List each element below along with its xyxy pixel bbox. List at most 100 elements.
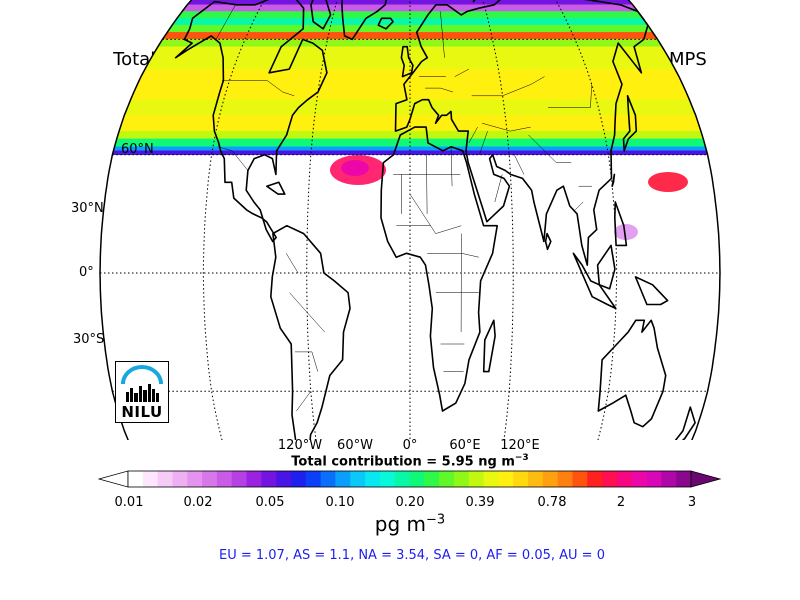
colorbar-segment — [498, 471, 514, 487]
colorbar-segment — [439, 471, 455, 487]
colorbar-segment — [172, 471, 188, 487]
land-eurasia — [394, 0, 649, 266]
border-line — [450, 146, 453, 187]
border-line — [468, 126, 478, 144]
cbar-tick-6: 0.78 — [537, 495, 567, 510]
meridian-line — [519, 0, 618, 440]
colorbar-segment — [424, 471, 440, 487]
border-line — [471, 76, 545, 97]
meridian-line — [202, 0, 301, 440]
colorbar-tick-labels: 0.01 0.02 0.05 0.10 0.20 0.39 0.78 2 3 — [0, 495, 800, 513]
border-line — [215, 4, 236, 40]
border-line — [426, 154, 428, 214]
colorbar-segment — [572, 471, 588, 487]
lon-label-0: 0° — [402, 438, 418, 453]
colorbar-segment — [320, 471, 336, 487]
colorbar-segment — [261, 471, 277, 487]
land-philippines — [614, 201, 628, 247]
hotspot-east-asia — [614, 224, 638, 240]
colorbar-segment — [216, 471, 233, 487]
colorbar-unit: pg m−3 — [0, 512, 800, 536]
lon-label-60w: 60°W — [337, 438, 373, 453]
land-iceland — [377, 17, 394, 30]
colorbar-segment — [646, 471, 662, 487]
hotspot-layer — [330, 155, 688, 240]
colorbar-segment — [661, 471, 677, 487]
nilu-logo-mark — [121, 365, 163, 402]
land-baffin-island — [310, 0, 332, 30]
meridian-line — [464, 0, 514, 440]
colorbar-segment — [128, 471, 144, 487]
border-line — [548, 84, 592, 108]
border-line — [440, 11, 445, 58]
land-japan — [622, 95, 638, 152]
border-line — [425, 87, 453, 93]
land-south-america — [270, 224, 351, 440]
land-australia — [597, 319, 667, 428]
lat-label-0: 0° — [79, 265, 94, 280]
colorbar-segment — [483, 471, 499, 487]
cbar-tick-8: 3 — [687, 495, 697, 510]
land-taiwan — [611, 173, 616, 187]
land-greenland — [329, 0, 391, 41]
border-line — [409, 193, 462, 234]
nilu-logo-text: NILU — [121, 403, 163, 421]
border-line — [295, 351, 319, 372]
regional-contributions: EU = 1.07, AS = 1.1, NA = 3.54, SA = 0, … — [219, 548, 605, 563]
land-north-america — [174, 0, 328, 243]
land-madagascar — [482, 319, 496, 373]
colorbar-segment — [587, 471, 603, 487]
cbar-tick-3: 0.10 — [325, 495, 355, 510]
land-borneo — [596, 244, 616, 290]
total-contribution-text: Total contribution = 5.95 ng m — [291, 454, 515, 470]
cbar-tick-5: 0.39 — [465, 495, 495, 510]
border-line — [494, 174, 503, 203]
colorbar-segment — [231, 471, 247, 487]
longitude-labels: 120°W 60°W 0° 60°E 120°E — [0, 438, 800, 456]
border-line — [482, 122, 531, 132]
colorbar-segment — [379, 471, 396, 487]
border-line — [289, 292, 325, 333]
cbar-tick-2: 0.05 — [255, 495, 285, 510]
land-sri-lanka — [544, 232, 552, 251]
lon-label-120w: 120°W — [277, 438, 323, 453]
colorbar-segment — [468, 471, 484, 487]
colorbar-segment — [246, 471, 262, 487]
border-line — [454, 68, 470, 77]
cbar-tick-0: 0.01 — [114, 495, 144, 510]
border-line — [427, 253, 479, 258]
colorbar-segment — [676, 471, 692, 487]
colorbar-segment — [557, 471, 573, 487]
colorbar-unit-text: pg m — [374, 512, 427, 536]
colorbar-unit-exponent: −3 — [426, 512, 446, 528]
nilu-logo: NILU — [115, 361, 169, 423]
land-great-britain — [400, 45, 414, 78]
hotspot-pacific — [648, 172, 688, 192]
globe-outline — [99, 0, 721, 440]
land-africa — [380, 126, 498, 412]
cbar-tick-7: 2 — [616, 495, 626, 510]
cbar-tick-4: 0.20 — [395, 495, 425, 510]
land-indonesia — [572, 252, 617, 310]
colorbar-segment — [276, 471, 292, 487]
colorbar-segment — [602, 471, 618, 487]
land-cuba — [266, 181, 286, 195]
colorbar-under-arrow — [98, 470, 129, 488]
graticule — [100, 0, 720, 440]
colorbar-segment — [202, 471, 218, 487]
colorbar-segment — [305, 471, 322, 487]
colorbar-segment — [542, 471, 559, 487]
colorbar-segment — [513, 471, 529, 487]
total-contribution: Total contribution = 5.95 ng m−3 — [0, 453, 800, 469]
colorbar-segment — [365, 471, 381, 487]
border-line — [528, 134, 572, 163]
border-line — [513, 154, 525, 175]
border-line — [479, 131, 488, 155]
colorbar-segment — [350, 471, 366, 487]
hotspot-north-atlantic-core — [341, 160, 369, 176]
colorbar-segment — [290, 471, 307, 487]
border-line — [221, 80, 295, 97]
colorbar — [98, 470, 722, 488]
lon-label-60e: 60°E — [449, 438, 481, 453]
world-map — [99, 0, 721, 440]
